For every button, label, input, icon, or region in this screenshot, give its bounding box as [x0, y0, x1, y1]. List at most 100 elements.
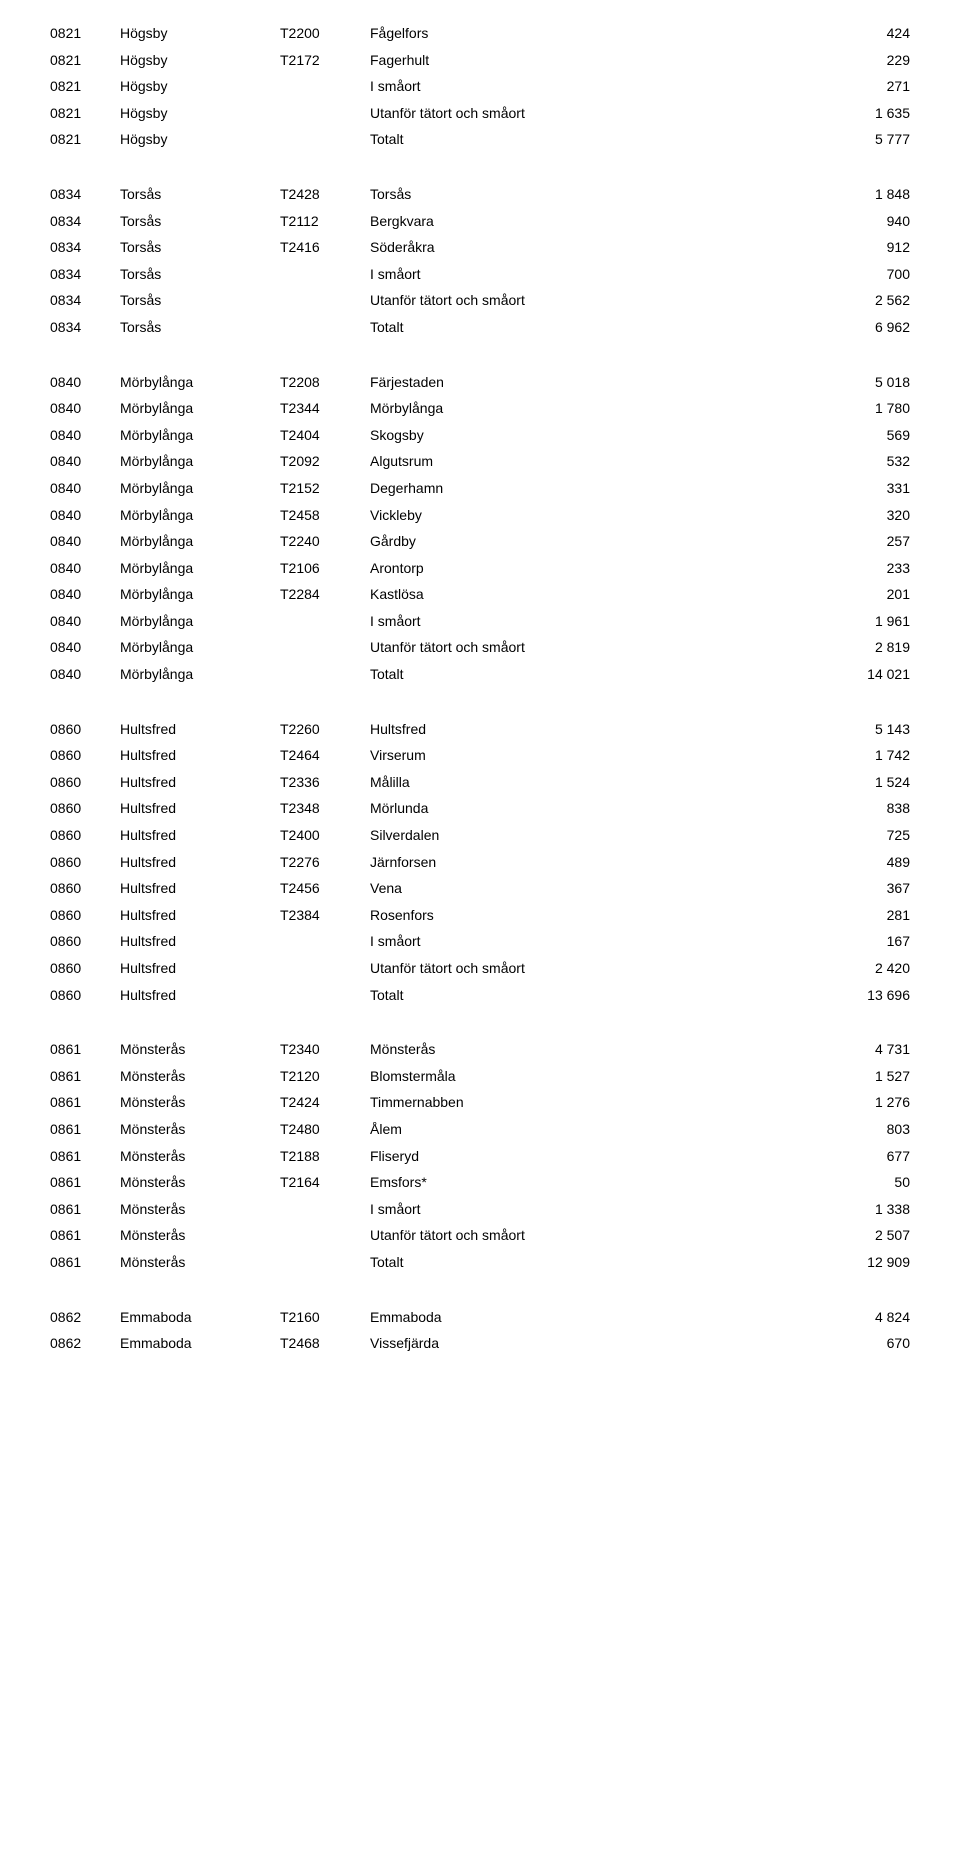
value-cell: 2 420 [820, 955, 910, 982]
code-cell: 0834 [50, 208, 120, 235]
table-row: 0860HultsfredT2336Målilla1 524 [50, 769, 910, 796]
value-cell: 4 824 [820, 1304, 910, 1331]
value-cell: 5 018 [820, 369, 910, 396]
name-cell: Färjestaden [370, 369, 820, 396]
tcode-cell: T2384 [280, 902, 370, 929]
value-cell: 6 962 [820, 314, 910, 341]
name-cell: Gårdby [370, 528, 820, 555]
value-cell: 1 276 [820, 1089, 910, 1116]
name-cell: Totalt [370, 982, 820, 1009]
kommun-cell: Torsås [120, 261, 280, 288]
table-row: 0821HögsbyT2172Fagerhult229 [50, 47, 910, 74]
table-row: 0840MörbylångaT2092Algutsrum532 [50, 448, 910, 475]
name-cell: I småort [370, 608, 820, 635]
code-cell: 0840 [50, 448, 120, 475]
kommun-cell: Högsby [120, 73, 280, 100]
table-row: 0834TorsåsT2112Bergkvara940 [50, 208, 910, 235]
section: 0861MönsteråsT2340Mönsterås4 7310861Möns… [50, 1036, 910, 1275]
code-cell: 0861 [50, 1222, 120, 1249]
code-cell: 0860 [50, 875, 120, 902]
name-cell: Rosenfors [370, 902, 820, 929]
kommun-cell: Hultsfred [120, 742, 280, 769]
value-cell: 1 742 [820, 742, 910, 769]
code-cell: 0860 [50, 795, 120, 822]
code-cell: 0840 [50, 475, 120, 502]
table-row: 0840MörbylångaT2106Arontorp233 [50, 555, 910, 582]
value-cell: 1 527 [820, 1063, 910, 1090]
tcode-cell: T2164 [280, 1169, 370, 1196]
tcode-cell: T2152 [280, 475, 370, 502]
tcode-cell: T2208 [280, 369, 370, 396]
name-cell: Söderåkra [370, 234, 820, 261]
kommun-cell: Hultsfred [120, 795, 280, 822]
kommun-cell: Högsby [120, 100, 280, 127]
name-cell: Totalt [370, 314, 820, 341]
code-cell: 0860 [50, 902, 120, 929]
name-cell: Målilla [370, 769, 820, 796]
code-cell: 0862 [50, 1304, 120, 1331]
name-cell: Totalt [370, 661, 820, 688]
kommun-cell: Mörbylånga [120, 448, 280, 475]
value-cell: 5 143 [820, 716, 910, 743]
section: 0860HultsfredT2260Hultsfred5 1430860Hult… [50, 716, 910, 1009]
value-cell: 940 [820, 208, 910, 235]
value-cell: 271 [820, 73, 910, 100]
value-cell: 229 [820, 47, 910, 74]
tcode-cell: T2400 [280, 822, 370, 849]
name-cell: Emsfors* [370, 1169, 820, 1196]
page: 0821HögsbyT2200Fågelfors4240821HögsbyT21… [0, 0, 960, 1425]
code-cell: 0860 [50, 742, 120, 769]
tcode-cell: T2188 [280, 1143, 370, 1170]
value-cell: 1 780 [820, 395, 910, 422]
name-cell: Utanför tätort och småort [370, 100, 820, 127]
name-cell: Järnforsen [370, 849, 820, 876]
kommun-cell: Torsås [120, 234, 280, 261]
name-cell: Totalt [370, 1249, 820, 1276]
kommun-cell: Mönsterås [120, 1222, 280, 1249]
kommun-cell: Hultsfred [120, 982, 280, 1009]
code-cell: 0834 [50, 314, 120, 341]
kommun-cell: Hultsfred [120, 716, 280, 743]
tcode-cell: T2120 [280, 1063, 370, 1090]
name-cell: I småort [370, 261, 820, 288]
table-row: 0861MönsteråsT2424Timmernabben1 276 [50, 1089, 910, 1116]
kommun-cell: Mönsterås [120, 1036, 280, 1063]
name-cell: Kastlösa [370, 581, 820, 608]
value-cell: 424 [820, 20, 910, 47]
code-cell: 0840 [50, 502, 120, 529]
tcode-cell: T2416 [280, 234, 370, 261]
table-row: 0861MönsteråsTotalt12 909 [50, 1249, 910, 1276]
kommun-cell: Högsby [120, 20, 280, 47]
kommun-cell: Mönsterås [120, 1116, 280, 1143]
name-cell: Arontorp [370, 555, 820, 582]
name-cell: Silverdalen [370, 822, 820, 849]
value-cell: 1 524 [820, 769, 910, 796]
kommun-cell: Mörbylånga [120, 395, 280, 422]
tcode-cell: T2200 [280, 20, 370, 47]
kommun-cell: Hultsfred [120, 875, 280, 902]
kommun-cell: Mörbylånga [120, 528, 280, 555]
table-row: 0840MörbylångaT2152Degerhamn331 [50, 475, 910, 502]
table-row: 0860HultsfredT2276Järnforsen489 [50, 849, 910, 876]
code-cell: 0821 [50, 47, 120, 74]
value-cell: 838 [820, 795, 910, 822]
section: 0821HögsbyT2200Fågelfors4240821HögsbyT21… [50, 20, 910, 153]
table-row: 0821HögsbyTotalt5 777 [50, 126, 910, 153]
code-cell: 0860 [50, 769, 120, 796]
value-cell: 725 [820, 822, 910, 849]
tcode-cell: T2112 [280, 208, 370, 235]
table-row: 0834TorsåsUtanför tätort och småort2 562 [50, 287, 910, 314]
value-cell: 233 [820, 555, 910, 582]
code-cell: 0840 [50, 555, 120, 582]
table-row: 0840MörbylångaT2208Färjestaden5 018 [50, 369, 910, 396]
code-cell: 0860 [50, 822, 120, 849]
tcode-cell: T2106 [280, 555, 370, 582]
tcode-cell: T2336 [280, 769, 370, 796]
value-cell: 1 635 [820, 100, 910, 127]
code-cell: 0834 [50, 261, 120, 288]
name-cell: Skogsby [370, 422, 820, 449]
name-cell: Utanför tätort och småort [370, 634, 820, 661]
table-row: 0840MörbylångaI småort1 961 [50, 608, 910, 635]
value-cell: 320 [820, 502, 910, 529]
table-row: 0840MörbylångaTotalt14 021 [50, 661, 910, 688]
